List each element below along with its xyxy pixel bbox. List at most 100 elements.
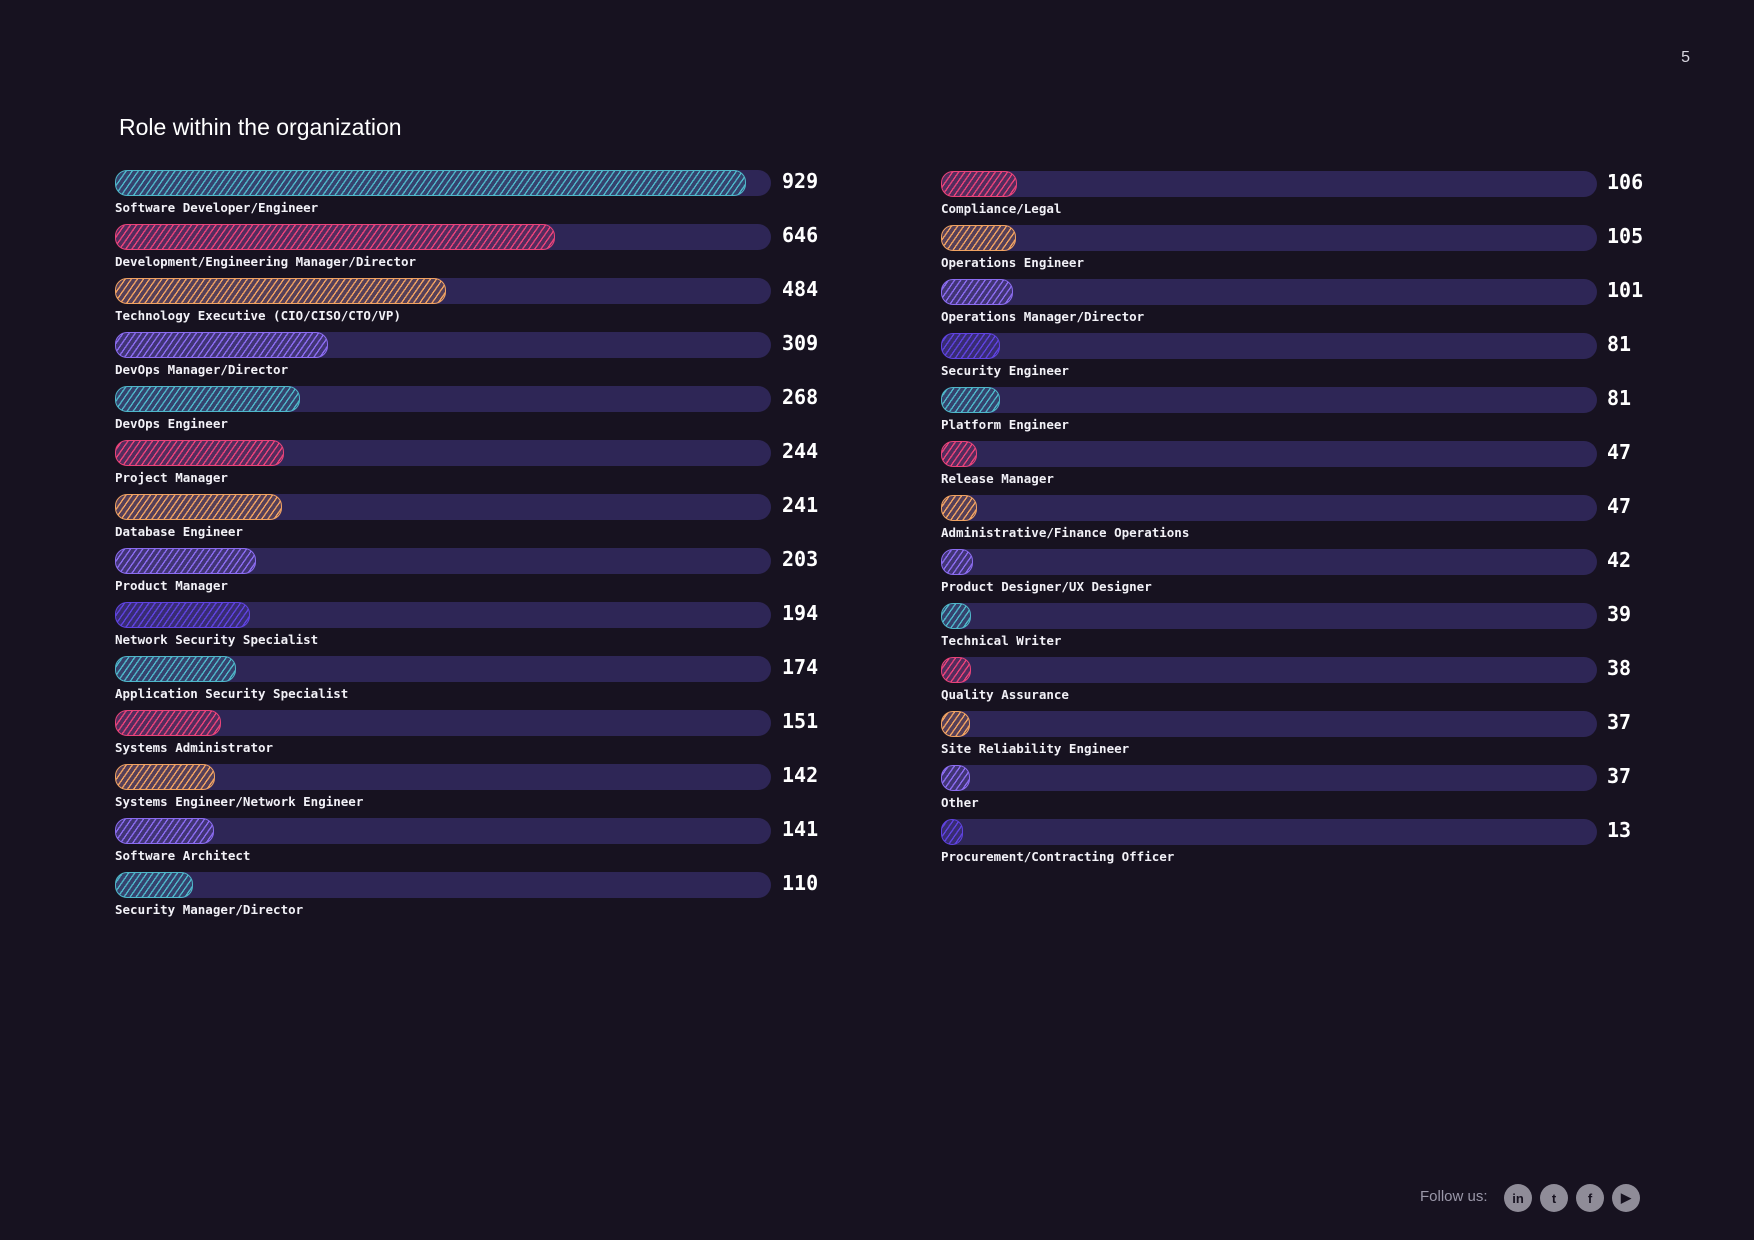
bar-category-label: Product Designer/UX Designer (941, 579, 1152, 594)
bar-row: 101 Operations Manager/Director (941, 279, 1667, 325)
bar (941, 711, 970, 737)
bar (115, 332, 328, 358)
bar-category-label: Compliance/Legal (941, 201, 1062, 216)
youtube-icon[interactable]: ▶ (1612, 1184, 1640, 1212)
bar-value-label: 37 (1607, 710, 1632, 734)
bar-row: 110 Security Manager/Director (115, 872, 842, 918)
bar-value-label: 105 (1607, 224, 1644, 248)
bar-row: 241 Database Engineer (115, 494, 842, 540)
bar (115, 224, 556, 250)
bar-row: 81 Platform Engineer (941, 387, 1667, 433)
bar-track (941, 279, 1597, 305)
bar-value-label: 484 (782, 277, 819, 301)
page-number: 5 (1681, 49, 1690, 66)
bar-value-label: 39 (1607, 602, 1632, 626)
bar-value-label: 309 (782, 331, 819, 355)
bar (115, 764, 215, 790)
bar (115, 494, 282, 520)
bar-track (941, 441, 1597, 467)
bar (115, 170, 747, 196)
bar-category-label: Quality Assurance (941, 687, 1069, 702)
bar-value-label: 141 (782, 817, 819, 841)
bar (115, 548, 257, 574)
bar (115, 818, 215, 844)
bar (941, 765, 970, 791)
bar (941, 495, 977, 521)
bar-row: 484 Technology Executive (CIO/CISO/CTO/VP… (115, 278, 842, 324)
bar-value-label: 241 (782, 493, 819, 517)
bar-value-label: 646 (782, 223, 819, 247)
bar-category-label: Application Security Specialist (115, 686, 349, 701)
bar-value-label: 151 (782, 709, 819, 733)
bar (115, 278, 446, 304)
bar (941, 171, 1017, 197)
bar-row: 37 Other (941, 765, 1667, 811)
bar-row: 309 DevOps Manager/Director (115, 332, 842, 378)
bar-value-label: 101 (1607, 278, 1644, 302)
bar-value-label: 194 (782, 601, 819, 625)
bar-track (941, 765, 1597, 791)
bar-value-label: 268 (782, 385, 819, 409)
bar-row: 203 Product Manager (115, 548, 842, 594)
bar-value-label: 81 (1607, 386, 1632, 410)
bar-track (941, 171, 1597, 197)
bar-category-label: Technical Writer (941, 633, 1062, 648)
bar (941, 657, 971, 683)
bar-value-label: 203 (782, 547, 819, 571)
bar-row: 151 Systems Administrator (115, 710, 842, 756)
bar-row: 13 Procurement/Contracting Officer (941, 819, 1667, 865)
bar (941, 387, 1000, 413)
bar-category-label: Project Manager (115, 470, 228, 485)
bar-category-label: Database Engineer (115, 524, 243, 539)
bar-category-label: Site Reliability Engineer (941, 741, 1130, 756)
bar (941, 225, 1016, 251)
bar-category-label: Security Manager/Director (115, 902, 304, 917)
bar-value-label: 929 (782, 169, 819, 193)
bar-value-label: 106 (1607, 170, 1644, 194)
bar-category-label: Security Engineer (941, 363, 1069, 378)
bar-category-label: Operations Manager/Director (941, 309, 1145, 324)
bar-category-label: Technology Executive (CIO/CISO/CTO/VP) (115, 308, 401, 323)
bar (115, 710, 221, 736)
bar-row: 646 Development/Engineering Manager/Direc… (115, 224, 842, 270)
bar-value-label: 47 (1607, 440, 1632, 464)
linkedin-icon[interactable]: in (1504, 1184, 1532, 1212)
bar-category-label: Software Architect (115, 848, 251, 863)
bar (115, 386, 300, 412)
bar (941, 549, 974, 575)
bar-category-label: Procurement/Contracting Officer (941, 849, 1175, 864)
bar-track (115, 872, 771, 898)
bar-row: 47 Administrative/Finance Operations (941, 495, 1667, 541)
bar-track (941, 711, 1597, 737)
bar-track (941, 225, 1597, 251)
bar-track (941, 819, 1597, 845)
bar-row: 105 Operations Engineer (941, 225, 1667, 271)
bar-row: 38 Quality Assurance (941, 657, 1667, 703)
bar (941, 441, 977, 467)
bar-category-label: DevOps Manager/Director (115, 362, 289, 377)
bar-value-label: 81 (1607, 332, 1632, 356)
bar-value-label: 244 (782, 439, 819, 463)
bar-category-label: Systems Administrator (115, 740, 274, 755)
bar-row: 194 Network Security Specialist (115, 602, 842, 648)
bar-category-label: DevOps Engineer (115, 416, 228, 431)
bar-row: 39 Technical Writer (941, 603, 1667, 649)
bar-track (941, 603, 1597, 629)
facebook-icon[interactable]: f (1576, 1184, 1604, 1212)
bar-row: 37 Site Reliability Engineer (941, 711, 1667, 757)
bar-category-label: Platform Engineer (941, 417, 1069, 432)
bar-row: 42 Product Designer/UX Designer (941, 549, 1667, 595)
bar (941, 603, 972, 629)
bar-track (115, 764, 771, 790)
bar-row: 929 Software Developer/Engineer (115, 170, 842, 216)
bar-row: 174 Application Security Specialist (115, 656, 842, 702)
bar (115, 602, 250, 628)
bar-track (941, 333, 1597, 359)
bar-track (115, 710, 771, 736)
bar-value-label: 110 (782, 871, 819, 895)
bar-category-label: Network Security Specialist (115, 632, 319, 647)
twitter-icon[interactable]: t (1540, 1184, 1568, 1212)
bar-row: 141 Software Architect (115, 818, 842, 864)
